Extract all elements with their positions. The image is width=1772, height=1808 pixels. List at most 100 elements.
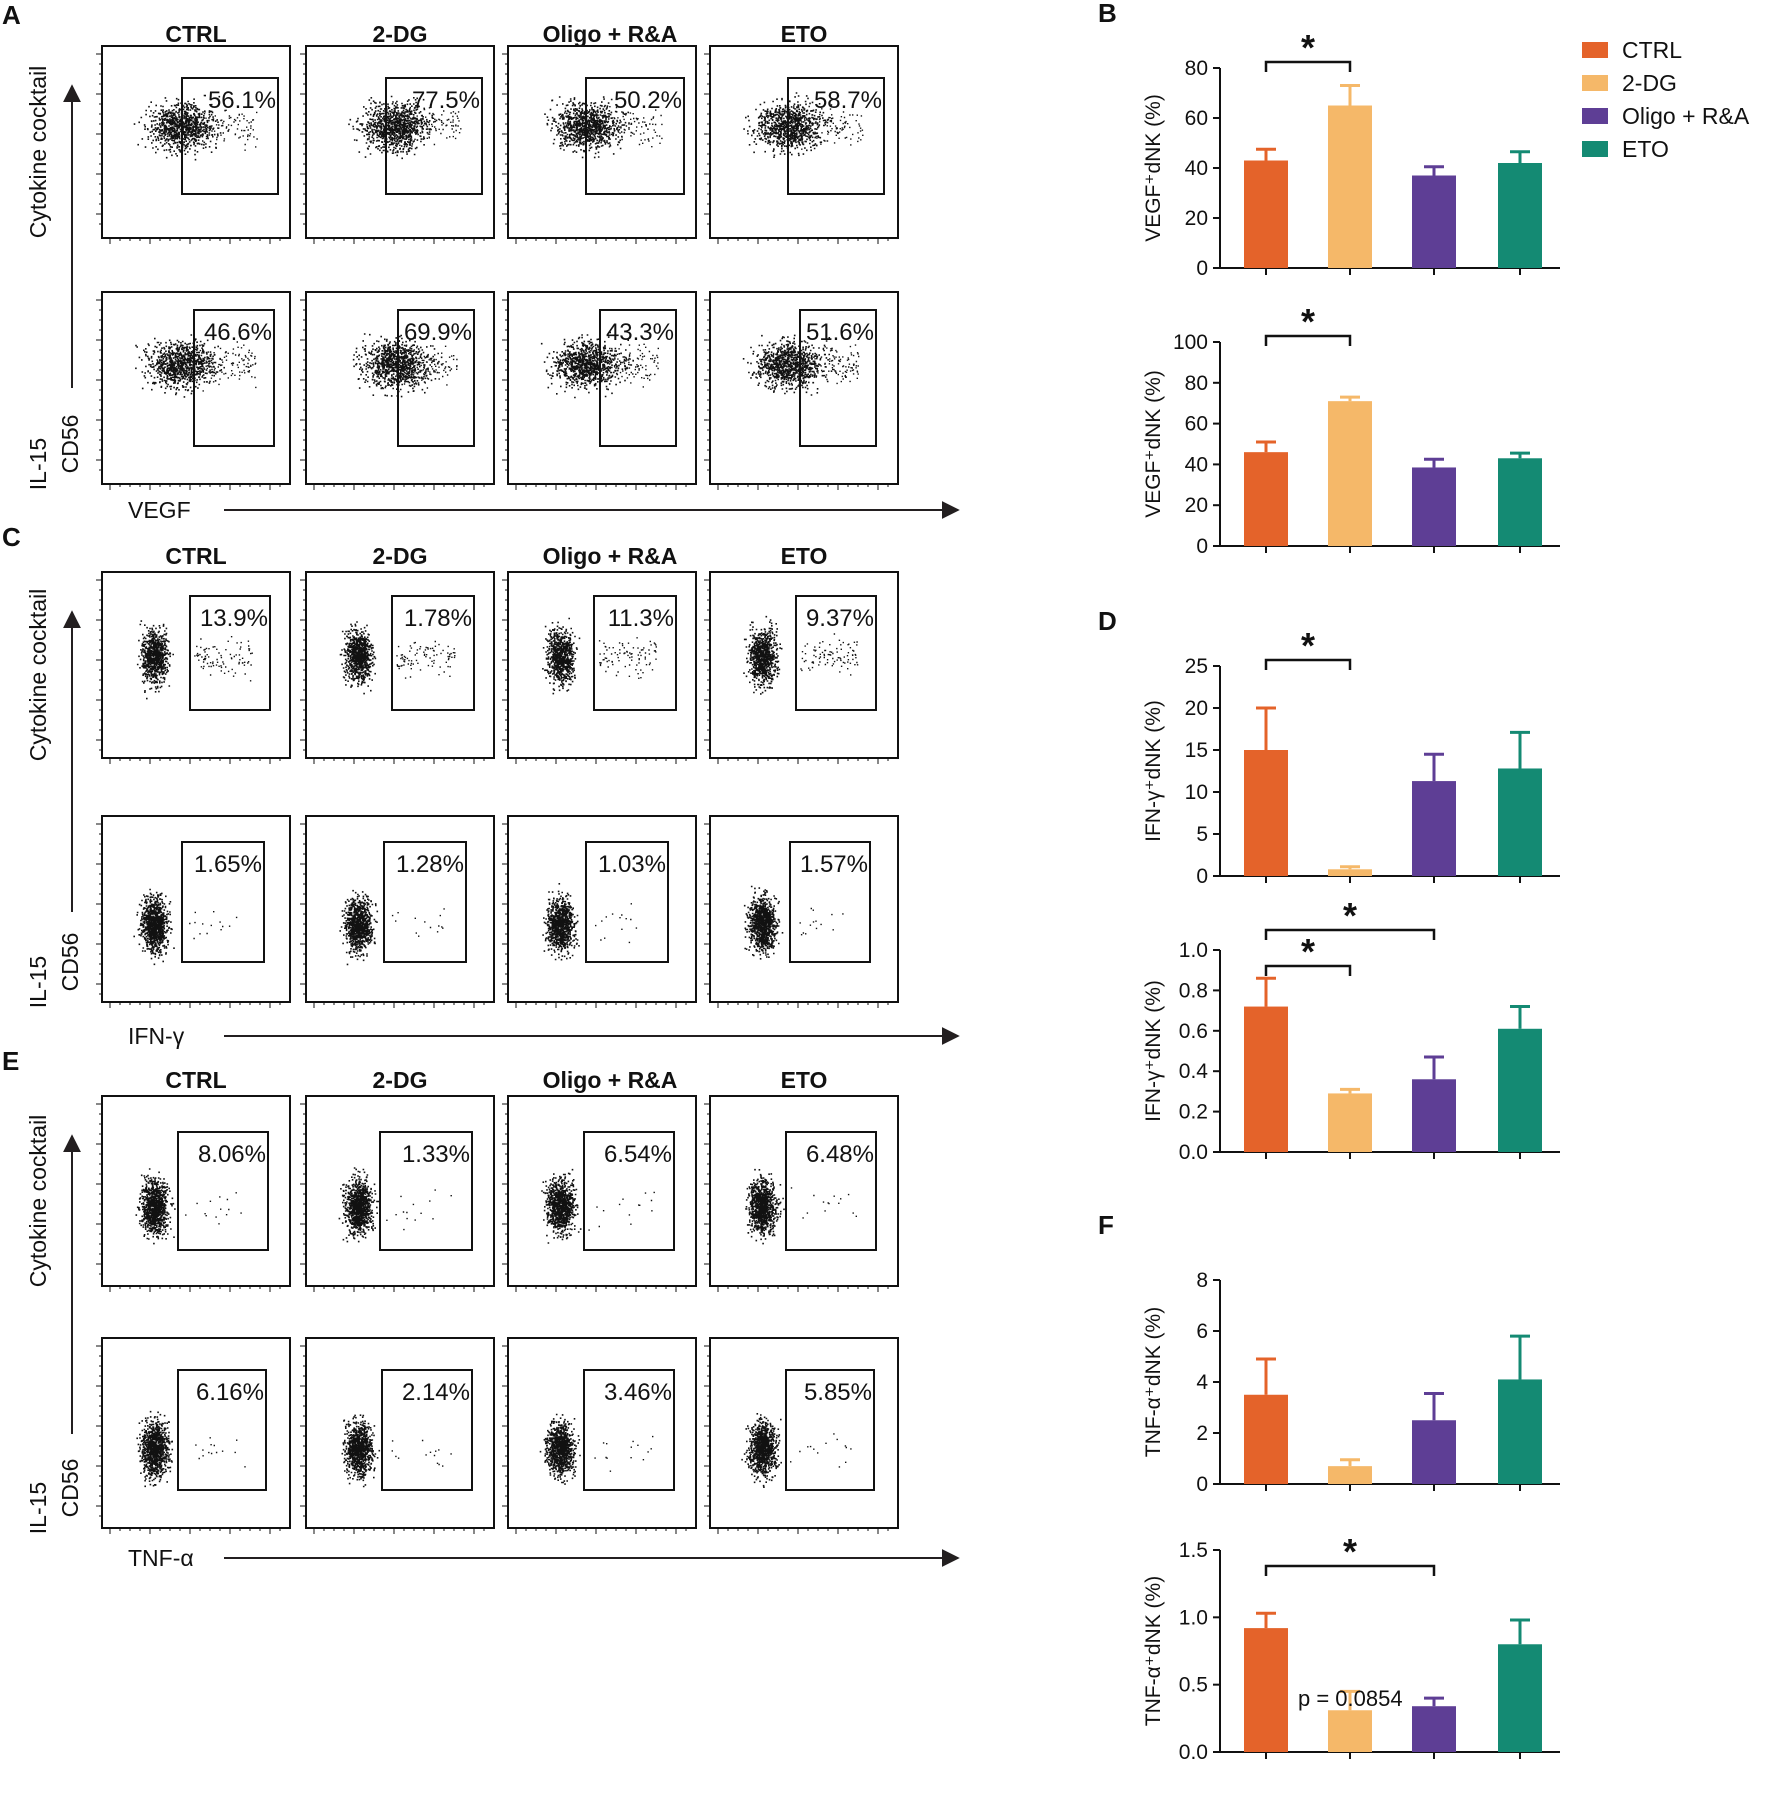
bar-oligo-r-a: [1412, 781, 1456, 876]
y-tick-label: 40: [1185, 157, 1208, 180]
events: [539, 1413, 654, 1485]
gate: [381, 1369, 473, 1491]
event-cloud: [542, 617, 657, 695]
legend-swatch: [1582, 42, 1608, 58]
plot-frame: [507, 1095, 697, 1287]
events: [745, 1168, 857, 1245]
gate-percentage: 51.6%: [806, 319, 874, 346]
y-tick-label: 20: [1185, 494, 1208, 517]
y-tick-label: 20: [1185, 207, 1208, 230]
events: [741, 1413, 852, 1488]
y-axis-marker: CD56: [57, 933, 83, 992]
bar-2-dg: [1328, 1710, 1372, 1752]
event-cloud: [133, 888, 238, 966]
panel-label: A: [2, 0, 21, 30]
plot-frame: [101, 45, 291, 239]
legend-item: Oligo + R&A: [1582, 103, 1750, 129]
gate: [583, 1369, 675, 1491]
event-cloud: [339, 889, 445, 966]
y-tick-label: 0.8: [1179, 979, 1208, 1002]
row-condition-label: IL-15: [25, 438, 51, 490]
gate: [379, 1131, 473, 1251]
significance-bracket: [1264, 334, 1352, 346]
legend-item: ETO: [1582, 136, 1669, 162]
event-cloud: [136, 1410, 246, 1488]
bar-ctrl: [1244, 160, 1288, 268]
gate: [585, 77, 685, 195]
y-tick-label: 0.6: [1179, 1020, 1208, 1043]
gate-percentage: 9.37%: [806, 605, 874, 632]
events: [352, 333, 458, 398]
event-cloud: [745, 1168, 857, 1245]
y-axis-title: TNF-α⁺dNK (%): [1142, 1576, 1165, 1726]
y-tick-label: 100: [1173, 331, 1208, 354]
p-value-annotation: p = 0.0854: [1298, 1686, 1403, 1711]
events: [338, 1167, 452, 1243]
y-tick-label: 1.5: [1179, 1539, 1208, 1562]
legend-swatch: [1582, 141, 1608, 157]
y-tick-label: 8: [1196, 1269, 1208, 1292]
column-header: CTRL: [165, 1067, 226, 1093]
plot-frame: [305, 291, 495, 485]
gate-percentage: 58.7%: [814, 87, 882, 114]
bar-ctrl: [1244, 1006, 1288, 1152]
bar-chart-F-top: F 0 2 4 6 8 TNF-α⁺dNK (%): [1098, 1210, 1560, 1496]
gate-percentage: 13.9%: [200, 605, 268, 632]
flow-plot: 13.9%: [96, 571, 291, 764]
bar-chart-F-bottom: 0.0 0.5 1.0 1.5 TNF-α⁺dNK (%) * p = 0.0854: [1142, 1531, 1560, 1764]
row-condition-label: IL-15: [25, 956, 51, 1008]
y-tick-label: 0.0: [1179, 1141, 1208, 1164]
gate: [383, 841, 467, 963]
gate: [583, 1131, 675, 1251]
bar-eto: [1498, 163, 1542, 268]
x-axis-marker: TNF-α: [128, 1545, 194, 1571]
event-cloud: [743, 615, 859, 695]
events: [133, 94, 258, 161]
events: [341, 1414, 452, 1488]
y-tick-label: 0: [1196, 865, 1208, 888]
gate: [391, 595, 475, 711]
column-header: Oligo + R&A: [543, 543, 678, 569]
row-condition-label: IL-15: [25, 1482, 51, 1534]
events: [136, 620, 253, 700]
plot-frame: [305, 815, 495, 1003]
bar-ctrl: [1244, 1628, 1288, 1752]
legend-swatch: [1582, 75, 1608, 91]
significance-star: *: [1301, 301, 1315, 342]
significance-star: *: [1343, 1531, 1357, 1572]
bar-oligo-r-a: [1412, 1706, 1456, 1752]
events: [339, 889, 445, 966]
y-tick-label: 5: [1196, 823, 1208, 846]
gate-percentage: 69.9%: [404, 319, 472, 346]
y-tick-label: 0.2: [1179, 1101, 1208, 1124]
events: [544, 96, 663, 159]
gate-percentage: 77.5%: [412, 87, 480, 114]
bar-2-dg: [1328, 1093, 1372, 1152]
column-header: ETO: [781, 1067, 828, 1093]
event-cloud: [541, 1168, 655, 1244]
gate: [585, 841, 669, 963]
flow-plot: 51.6%: [704, 291, 899, 490]
y-tick-label: 0.4: [1179, 1060, 1209, 1083]
plot-frame: [709, 45, 899, 239]
y-tick-label: 20: [1185, 697, 1208, 720]
flow-plot: 9.37%: [704, 571, 899, 764]
bar-ctrl: [1244, 750, 1288, 876]
y-tick-label: 0: [1196, 257, 1208, 280]
plot-frame: [709, 291, 899, 485]
flow-plot: 77.5%: [300, 45, 495, 244]
row-condition-label: Cytokine cocktail: [25, 66, 51, 239]
event-cloud: [743, 92, 864, 158]
gate: [397, 309, 475, 447]
gate-percentage: 6.54%: [604, 1141, 672, 1168]
gate: [177, 1131, 269, 1251]
plot-frame: [709, 1095, 899, 1287]
plot-frame: [101, 815, 291, 1003]
bar-eto: [1498, 1028, 1542, 1152]
y-axis-title: IFN-γ⁺dNK (%): [1142, 700, 1165, 842]
x-axis-marker: IFN-γ: [128, 1023, 185, 1049]
gate-percentage: 56.1%: [208, 87, 276, 114]
events: [742, 334, 860, 396]
event-cloud: [542, 883, 638, 961]
column-header: Oligo + R&A: [543, 21, 678, 47]
